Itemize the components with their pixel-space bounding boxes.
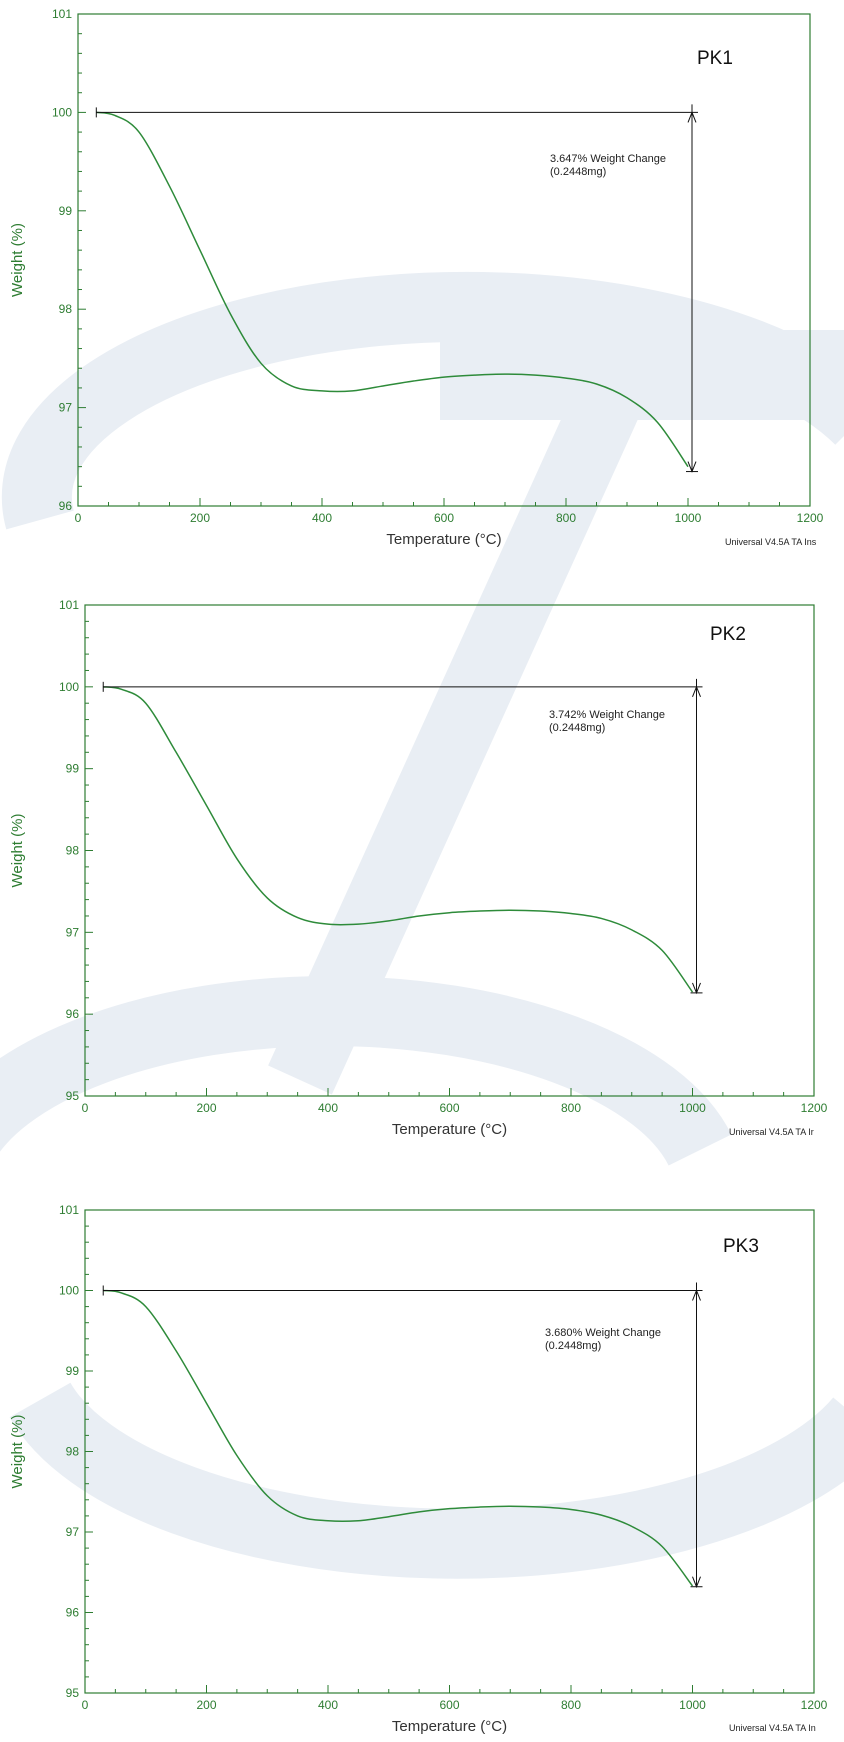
sample-label: PK2 xyxy=(710,624,746,645)
y-tick-label: 95 xyxy=(66,1686,80,1700)
y-tick-label: 96 xyxy=(66,1606,80,1620)
plot-frame xyxy=(84,604,815,1097)
annotation-arrow-up xyxy=(687,111,697,123)
annotation-arrow-up xyxy=(692,1289,701,1301)
y-tick-label: 95 xyxy=(66,1089,80,1103)
x-tick-label: 1000 xyxy=(679,1698,706,1712)
x-tick-label: 1200 xyxy=(797,511,824,525)
y-axis-title: Weight (%) xyxy=(9,1415,26,1489)
annotation-arrow-up xyxy=(692,685,701,698)
y-tick-label: 97 xyxy=(66,925,80,939)
x-tick-label: 1200 xyxy=(801,1101,828,1115)
weight-curve xyxy=(96,111,689,468)
annotation-arrow-down xyxy=(692,1576,701,1589)
sample-label: PK3 xyxy=(723,1236,759,1257)
weight-curve xyxy=(103,1289,694,1587)
x-tick-label: 1000 xyxy=(675,511,702,525)
x-tick-label: 200 xyxy=(196,1101,216,1115)
x-tick-label: 800 xyxy=(556,511,576,525)
x-tick-label: 0 xyxy=(82,1698,89,1712)
chart-panel-pk3: 0 200 400 600 800 1000 1200 95 96 97 98 99 100 101 Tem… xyxy=(0,1180,844,1742)
y-tick-label: 101 xyxy=(59,598,79,612)
y-tick-label: 100 xyxy=(59,680,79,694)
x-tick-label: 800 xyxy=(561,1101,581,1115)
chart-panel-pk2: 0 200 400 600 800 1000 1200 95 96 97 98 99 100 101 Tem… xyxy=(0,590,844,1150)
y-tick-label: 96 xyxy=(59,499,73,513)
plot-frame xyxy=(77,13,811,507)
annotation-text-line1: 3.680% Weight Change xyxy=(545,1327,661,1339)
watermark-diagonal xyxy=(268,315,672,1095)
x-tick-label: 600 xyxy=(439,1101,459,1115)
tga-chart-pk1: 0 200 400 600 800 1000 1200 96 97 98 99 100 101 Tempe… xyxy=(9,7,824,548)
y-tick-label: 98 xyxy=(59,302,73,316)
annotation-arrow-down xyxy=(692,982,701,995)
x-axis-title: Temperature (°C) xyxy=(386,531,501,548)
x-tick-label: 400 xyxy=(318,1698,338,1712)
annotation-text-line2: (0.2448mg) xyxy=(550,166,606,178)
y-tick-label: 101 xyxy=(52,7,72,21)
tga-chart-pk2: 0 200 400 600 800 1000 1200 95 96 97 98 99 100 101 Tem… xyxy=(9,598,828,1138)
y-tick-label: 99 xyxy=(59,204,73,218)
annotation-text-line2: (0.2448mg) xyxy=(549,722,605,734)
y-axis-title: Weight (%) xyxy=(9,223,26,297)
weight-curve xyxy=(103,686,694,993)
x-tick-label: 0 xyxy=(82,1101,89,1115)
x-tick-label: 1000 xyxy=(679,1101,706,1115)
plot-frame xyxy=(84,1209,815,1694)
x-tick-label: 1200 xyxy=(801,1698,828,1712)
y-tick-label: 100 xyxy=(59,1284,79,1298)
x-tick-label: 400 xyxy=(318,1101,338,1115)
annotation-text-line1: 3.647% Weight Change xyxy=(550,153,666,165)
x-tick-label: 0 xyxy=(75,511,82,525)
y-tick-label: 98 xyxy=(66,1445,80,1459)
annotation-text-line2: (0.2448mg) xyxy=(545,1340,601,1352)
x-tick-label: 200 xyxy=(190,511,210,525)
annotation-text-line1: 3.742% Weight Change xyxy=(549,709,665,721)
y-axis-title: Weight (%) xyxy=(9,814,26,888)
x-tick-label: 200 xyxy=(196,1698,216,1712)
y-tick-label: 101 xyxy=(59,1203,79,1217)
watermark-arc-bottom xyxy=(9,1382,844,1579)
y-tick-label: 96 xyxy=(66,1007,80,1021)
x-tick-label: 800 xyxy=(561,1698,581,1712)
y-tick-label: 100 xyxy=(52,105,72,119)
x-axis-title: Temperature (°C) xyxy=(392,1121,507,1138)
y-tick-label: 99 xyxy=(66,762,80,776)
x-tick-label: 400 xyxy=(312,511,332,525)
y-tick-label: 98 xyxy=(66,844,80,858)
x-axis-title: Temperature (°C) xyxy=(392,1718,507,1735)
x-tick-label: 600 xyxy=(434,511,454,525)
tga-chart-pk3: 0 200 400 600 800 1000 1200 95 96 97 98 99 100 101 Tem… xyxy=(9,1203,828,1735)
y-tick-label: 99 xyxy=(66,1364,80,1378)
y-tick-label: 97 xyxy=(59,401,73,415)
annotation-arrow-down xyxy=(687,461,697,473)
instrument-footer: Universal V4.5A TA Ins xyxy=(725,537,817,547)
watermark-bar xyxy=(440,330,844,420)
instrument-footer: Universal V4.5A TA Ir xyxy=(729,1127,814,1137)
instrument-footer: Universal V4.5A TA In xyxy=(729,1723,816,1733)
x-tick-label: 600 xyxy=(439,1698,459,1712)
sample-label: PK1 xyxy=(697,48,733,69)
y-tick-label: 97 xyxy=(66,1525,80,1539)
chart-panel-pk1: 0 200 400 600 800 1000 1200 96 97 98 99 100 101 Tempe… xyxy=(0,0,844,560)
